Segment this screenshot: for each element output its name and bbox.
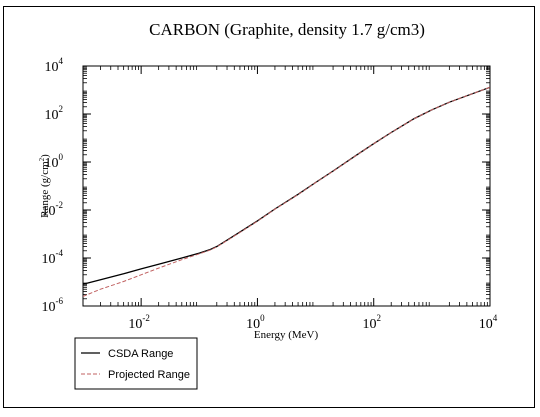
x-tick-label: 102 xyxy=(362,313,381,332)
y-axis-label-main: Range (g/cm xyxy=(39,161,51,218)
plot-area xyxy=(82,65,491,307)
y-axis-label-sup: 2 xyxy=(38,157,46,161)
y-tick-label: 102 xyxy=(45,104,64,123)
series-layer xyxy=(82,86,491,297)
x-tick-label-exp: 0 xyxy=(260,313,265,323)
y-tick-label-exp: 0 xyxy=(59,152,64,162)
y-tick-label-exp: -2 xyxy=(56,200,64,210)
x-tick-label-exp: 4 xyxy=(493,313,498,323)
y-tick-label: 10-4 xyxy=(42,248,64,267)
x-tick-label-base: 10 xyxy=(362,317,376,332)
y-tick-label-base: 10 xyxy=(42,252,56,267)
x-tick-label: 104 xyxy=(479,313,498,332)
x-tick-label-exp: -2 xyxy=(142,313,150,323)
legend-box xyxy=(74,337,198,390)
legend: CSDA Range Projected Range xyxy=(74,337,198,390)
y-tick-label-exp: 2 xyxy=(59,104,64,114)
y-tick-label: 104 xyxy=(45,56,64,75)
y-tick-label-base: 10 xyxy=(42,300,56,315)
y-tick-label-base: 10 xyxy=(42,204,56,219)
y-tick-label: 100 xyxy=(45,152,64,171)
series-line-csda xyxy=(82,86,491,285)
y-tick-label-exp: -4 xyxy=(56,248,64,258)
y-tick-label-exp: -6 xyxy=(56,296,64,306)
y-axis-label: Range (g/cm2) xyxy=(38,154,51,218)
x-tick-label-base: 10 xyxy=(479,317,493,332)
major-ticks xyxy=(83,65,491,307)
y-tick-label-base: 10 xyxy=(45,108,59,123)
y-tick-label: 10-6 xyxy=(42,296,64,315)
y-axis-label-tail: ) xyxy=(39,154,51,158)
x-tick-label-base: 10 xyxy=(246,317,260,332)
y-tick-label-base: 10 xyxy=(45,60,59,75)
x-tick-label-base: 10 xyxy=(128,317,142,332)
x-tick-label-exp: 2 xyxy=(376,313,381,323)
legend-label-projected: Projected Range xyxy=(108,369,190,381)
x-tick-label: 100 xyxy=(246,313,265,332)
y-tick-label-base: 10 xyxy=(45,156,59,171)
chart-title: CARBON (Graphite, density 1.7 g/cm3) xyxy=(149,20,425,39)
x-axis-label: Energy (MeV) xyxy=(254,329,319,341)
legend-label-csda: CSDA Range xyxy=(108,348,173,360)
minor-ticks xyxy=(83,66,490,306)
y-tick-label: 10-2 xyxy=(42,200,64,219)
y-tick-label-exp: 4 xyxy=(59,56,64,66)
x-tick-label: 10-2 xyxy=(128,313,150,332)
series-line-projected xyxy=(82,86,491,297)
